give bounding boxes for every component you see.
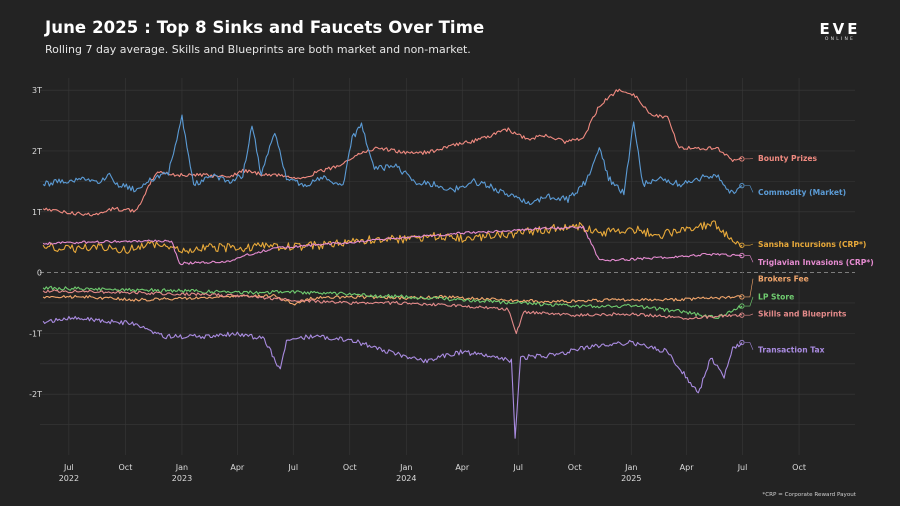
grid xyxy=(40,78,855,455)
series-line xyxy=(42,220,743,254)
x-tick-month: Oct xyxy=(568,463,582,472)
x-tick-month: Jul xyxy=(512,463,523,472)
y-tick-label: 2T xyxy=(32,147,42,156)
x-tick-month: Apr xyxy=(230,463,245,472)
x-tick-month: Jan xyxy=(399,463,412,472)
y-tick-label: -1T xyxy=(29,329,42,338)
series-end-marker xyxy=(739,339,745,346)
x-tick-month: Oct xyxy=(119,463,133,472)
series-end-marker xyxy=(739,242,745,248)
label-leader xyxy=(744,342,754,350)
series-end-marker xyxy=(739,303,745,309)
series-label: Sansha Incursions (CRP*) xyxy=(758,240,866,249)
series-line xyxy=(42,285,743,319)
series-lines xyxy=(42,88,745,439)
series-label: Brokers Fee xyxy=(758,274,809,283)
series-line xyxy=(42,315,743,439)
x-tick-month: Jul xyxy=(737,463,748,472)
label-leader xyxy=(744,313,754,316)
series-end-marker xyxy=(739,312,745,318)
x-tick-month: Jul xyxy=(287,463,298,472)
x-tick-month: Apr xyxy=(455,463,470,472)
x-tick-month: Jul xyxy=(63,463,74,472)
logo-subtitle: ONLINE xyxy=(824,37,856,42)
label-leader xyxy=(744,296,754,307)
footnote: *CRP = Corporate Reward Payout xyxy=(762,492,856,498)
x-tick-month: Jan xyxy=(624,463,637,472)
x-tick-year: 2024 xyxy=(396,474,416,483)
series-line xyxy=(42,114,743,206)
y-tick-label: 0 xyxy=(37,269,42,278)
x-tick-month: Jan xyxy=(175,463,188,472)
x-axis: Jul 2022 Oct Jan 2023 Apr Jul Oct Jan 2024 Apr Jul O… xyxy=(59,463,806,483)
y-tick-label: 3T xyxy=(32,86,42,95)
label-leader xyxy=(744,243,754,246)
x-tick-month: Oct xyxy=(792,463,806,472)
y-axis: 3T 2T 1T 0 -1T -2T xyxy=(29,86,42,399)
chart-title: June 2025 : Top 8 Sinks and Faucets Over… xyxy=(45,18,485,37)
x-tick-year: 2023 xyxy=(172,474,192,483)
series-labels: Bounty Prizes Commodity (Market) Sansha In… xyxy=(744,154,874,355)
series-line xyxy=(42,293,743,306)
series-label: Triglavian Invasions (CRP*) xyxy=(758,258,874,267)
label-leader xyxy=(744,185,754,193)
label-leader xyxy=(744,255,754,263)
x-tick-month: Oct xyxy=(343,463,357,472)
x-tick-year: 2025 xyxy=(621,474,641,483)
series-end-marker xyxy=(739,156,745,162)
y-tick-label: -2T xyxy=(29,390,42,399)
series-end-marker xyxy=(739,252,745,259)
series-line xyxy=(42,88,743,217)
series-label: Bounty Prizes xyxy=(758,154,818,163)
series-line xyxy=(42,225,742,266)
x-tick-year: 2022 xyxy=(59,474,79,483)
series-line xyxy=(42,289,743,335)
series-label: LP Store xyxy=(758,293,794,302)
series-label: Skills and Blueprints xyxy=(758,310,847,319)
series-label: Commodity (Market) xyxy=(758,188,846,197)
logo-wordmark: EVE xyxy=(819,20,861,38)
x-tick-month: Apr xyxy=(680,463,695,472)
y-tick-label: 1T xyxy=(32,208,42,217)
eve-online-logo: EVE ONLINE xyxy=(812,22,868,43)
chart-subtitle: Rolling 7 day average. Skills and Bluepr… xyxy=(45,43,471,56)
series-end-marker xyxy=(739,182,745,189)
label-leader xyxy=(744,157,754,160)
label-leader xyxy=(744,278,754,298)
series-end-marker xyxy=(739,294,745,300)
series-label: Transaction Tax xyxy=(758,346,825,355)
